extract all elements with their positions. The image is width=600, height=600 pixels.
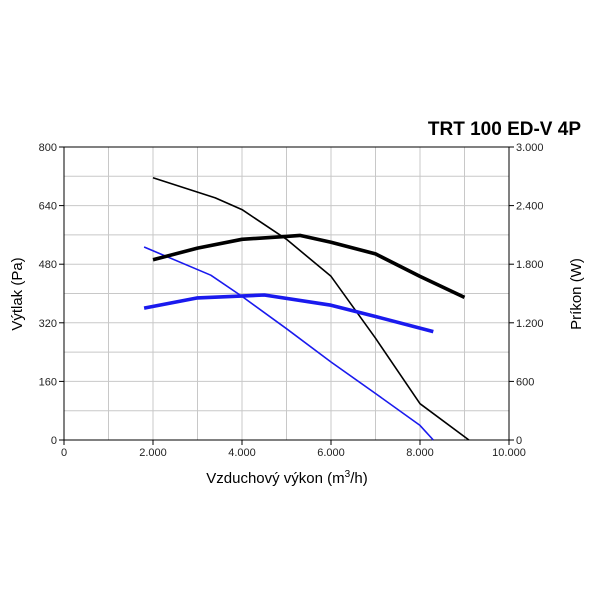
y2-tick-label: 2.400 — [516, 201, 544, 213]
x-tick-label: 6.000 — [317, 447, 345, 459]
y2-tick-label: 0 — [516, 435, 522, 447]
power-curve-black — [152, 233, 466, 300]
pressure-curve-blue — [143, 246, 434, 441]
x-axis-label-main: Vzduchový výkon (m — [206, 470, 344, 487]
pressure-curve-black — [152, 177, 470, 441]
x-tick-label: 2.000 — [139, 447, 167, 459]
y-tick-label: 640 — [39, 201, 57, 213]
y2-tick-label: 600 — [516, 376, 534, 388]
x-tick-label: 0 — [61, 447, 67, 459]
y-tick-label: 160 — [39, 376, 57, 388]
tick-labels: 0 2.000 4.000 6.000 8.000 10.0000160320480640… — [39, 142, 544, 459]
x-axis-label-tail: /h) — [350, 470, 368, 487]
y-axis-label: Výtlak (Pa) — [9, 257, 26, 330]
y2-tick-label: 1.800 — [516, 259, 544, 271]
x-axis-label: Vzduchový výkon (m3/h) — [206, 469, 367, 487]
y-tick-label: 320 — [39, 318, 57, 330]
plot-frame — [63, 146, 510, 441]
x-axis-label-sup: 3 — [345, 469, 351, 480]
y-tick-label: 0 — [51, 435, 57, 447]
y-tick-label: 800 — [39, 142, 57, 154]
y-tick-label: 480 — [39, 259, 57, 271]
series-group — [143, 177, 470, 441]
x-tick-label: 10.000 — [492, 447, 526, 459]
y2-tick-label: 1.200 — [516, 318, 544, 330]
x-tick-label: 4.000 — [228, 447, 256, 459]
y2-axis-label: Príkon (W) — [568, 258, 585, 330]
chart-title: TRT 100 ED-V 4P — [428, 119, 581, 140]
x-tick-label: 8.000 — [406, 447, 434, 459]
power-curve-blue — [143, 293, 434, 334]
y2-tick-label: 3.000 — [516, 142, 544, 154]
grid — [63, 146, 510, 441]
